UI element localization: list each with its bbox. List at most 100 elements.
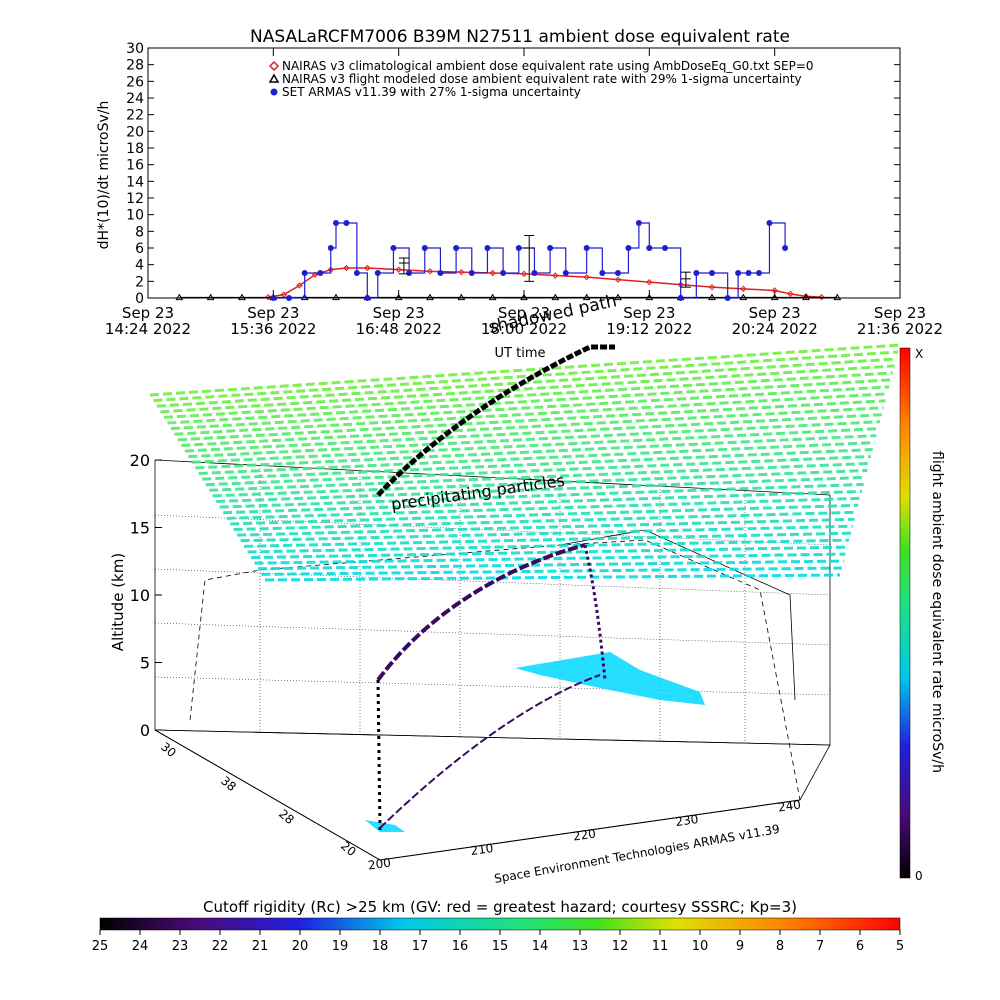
- cbar-tick-label: 12: [612, 939, 629, 954]
- cbar-tick-label: 23: [172, 939, 189, 954]
- particle-row: [251, 545, 848, 560]
- particle-row: [209, 461, 870, 492]
- lon-tick-label: 210: [470, 841, 495, 858]
- right-colorbar-label: flight ambient dose equivalent rate micr…: [929, 451, 945, 773]
- flight-track-ground: [379, 674, 601, 829]
- data-point-flight-modeled: [457, 293, 466, 301]
- data-point-armas: [364, 295, 371, 301]
- flight-track-descent: [583, 544, 607, 681]
- particle-row: [212, 468, 868, 498]
- lat-tick-label: 20: [338, 839, 359, 860]
- data-point-flight-modeled: [394, 293, 403, 301]
- cbar-tick-label: 6: [856, 939, 864, 954]
- cutoff-rigidity-patch: [515, 652, 705, 705]
- data-point-armas: [406, 270, 413, 276]
- particle-row: [219, 482, 864, 509]
- y-tick-label: 2: [135, 274, 144, 290]
- data-point-armas: [625, 245, 632, 251]
- data-point-climatological: [426, 268, 434, 275]
- cbar-tick-label: 8: [776, 939, 784, 954]
- data-point-climatological: [708, 283, 716, 291]
- data-point-flight-modeled: [300, 293, 309, 301]
- y-tick-label: 10: [126, 208, 144, 224]
- data-point-armas: [484, 245, 491, 251]
- y-tick-label: 28: [126, 58, 144, 74]
- data-point-climatological: [740, 285, 747, 293]
- data-point-armas: [745, 270, 752, 276]
- lat-tick-label: 30: [158, 740, 179, 761]
- y-tick-label: 30: [126, 41, 144, 57]
- cbar-tick-label: 19: [332, 939, 349, 954]
- data-point-armas: [599, 270, 606, 276]
- lon-tick-label: 240: [777, 798, 802, 815]
- data-point-armas: [437, 270, 444, 276]
- particle-row: [163, 371, 893, 419]
- y-tick-label: 18: [126, 141, 144, 157]
- data-point-flight-modeled: [238, 293, 246, 301]
- cbar-tick-label: 17: [412, 939, 429, 954]
- z-tick-label: 20: [130, 451, 150, 470]
- data-point-armas: [333, 220, 339, 226]
- data-point-flight-modeled: [614, 293, 622, 301]
- x-tick-label-date: Sep 23: [373, 304, 425, 322]
- credit-text: Space Environment Technologies ARMAS v11…: [493, 822, 781, 886]
- particle-row: [254, 552, 846, 565]
- legend: NAIRAS v3 climatological ambient dose eq…: [268, 59, 814, 99]
- z-tick-label: 5: [140, 654, 150, 673]
- bottom-colorbar: [99, 917, 901, 931]
- data-point-flight-modeled: [175, 293, 184, 301]
- y-tick-label: 14: [126, 174, 144, 190]
- data-point-armas: [343, 220, 350, 226]
- data-point-flight-modeled: [332, 293, 340, 301]
- flight-track-altitude: [376, 543, 586, 682]
- cbar-tick-label: 21: [252, 939, 269, 954]
- data-point-armas: [286, 295, 292, 301]
- flight-track-upper: [376, 344, 615, 497]
- data-point-armas: [615, 270, 621, 276]
- x-tick-label-time: 20:24 2022: [732, 320, 818, 338]
- chart-title: NASALaRCFM7006 B39M N27511 ambient dose …: [250, 27, 790, 47]
- y-tick-label: 0: [135, 291, 144, 307]
- data-point-climatological: [771, 287, 778, 294]
- particle-row: [156, 357, 897, 408]
- particle-row: [226, 496, 861, 520]
- data-point-flight-modeled: [833, 293, 842, 301]
- data-point-climatological: [520, 270, 528, 278]
- data-point-armas: [270, 295, 277, 301]
- data-point-armas: [547, 245, 554, 251]
- particle-row: [264, 573, 841, 582]
- y-tick-label: 4: [135, 258, 144, 274]
- altitude-ticks: 0 5 10 15 20: [130, 451, 162, 740]
- series-layer: [175, 220, 842, 301]
- data-point-climatological: [802, 293, 810, 300]
- particle-row: [174, 392, 888, 436]
- data-point-climatological: [787, 290, 794, 298]
- x-tick-label-date: Sep 23: [498, 304, 550, 322]
- data-point-armas: [677, 295, 684, 301]
- particle-row: [258, 559, 844, 571]
- data-point-armas: [662, 245, 668, 251]
- legend-marker-climatological: [268, 60, 280, 72]
- data-point-armas: [468, 270, 475, 276]
- data-point-flight-modeled: [551, 293, 560, 301]
- precipitating-particles-plane: [149, 343, 901, 582]
- legend-marker-armas: [270, 88, 278, 96]
- data-point-climatological: [552, 272, 559, 279]
- y-tick-label: 16: [126, 158, 144, 174]
- y-tick-label: 8: [135, 224, 144, 240]
- cbar-tick-label: 13: [572, 939, 589, 954]
- lon-tick-label: 230: [675, 812, 700, 829]
- particle-row: [191, 427, 879, 464]
- particle-row: [153, 350, 899, 403]
- lon-tick-label: 200: [367, 856, 392, 873]
- particle-row: [202, 448, 873, 481]
- data-point-flight-modeled: [708, 293, 716, 301]
- y-tick-label: 6: [135, 241, 144, 257]
- longitude-ticks: 200 210 220 230 240: [367, 798, 802, 873]
- z-tick-label: 0: [140, 721, 150, 740]
- data-point-flight-modeled: [770, 293, 779, 301]
- data-point-armas: [453, 245, 460, 251]
- lon-tick-label: 220: [572, 827, 597, 844]
